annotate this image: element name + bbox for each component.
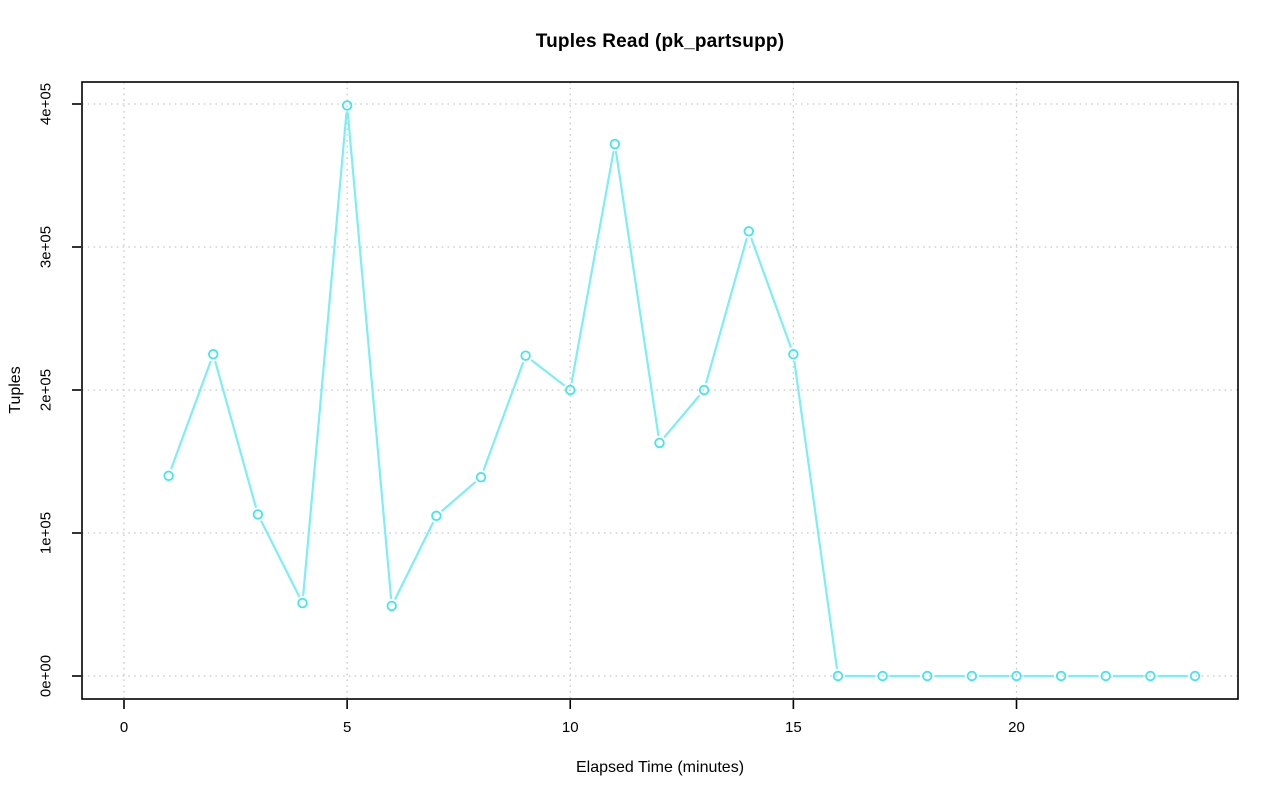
x-axis-label: Elapsed Time (minutes) [575, 759, 745, 776]
plot-box [81, 81, 1239, 700]
x-tick-label: 20 [1008, 719, 1025, 736]
y-tick-label: 3e+05 [37, 225, 55, 269]
y-tick-label: 2e+05 [37, 368, 55, 412]
y-tick-label: 4e+05 [37, 82, 55, 126]
axis-ticks [72, 103, 1018, 709]
x-tick-label: 0 [119, 719, 129, 736]
x-tick-label: 10 [561, 719, 579, 736]
series-markers [163, 100, 1201, 682]
series-line [170, 112, 1189, 678]
y-tick-label: 0e+00 [37, 654, 55, 698]
y-tick-label: 1e+05 [37, 511, 55, 555]
gridlines [82, 82, 1238, 699]
x-tick-label: 15 [785, 719, 802, 736]
chart-title: Tuples Read (pk_partsupp) [535, 31, 785, 52]
x-tick-label: 5 [342, 719, 352, 736]
